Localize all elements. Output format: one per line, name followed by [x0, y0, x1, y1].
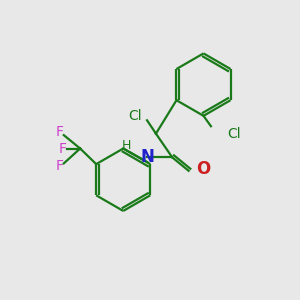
Text: F: F: [58, 142, 66, 155]
Text: O: O: [196, 160, 210, 178]
Text: N: N: [140, 148, 154, 166]
Text: H: H: [121, 139, 131, 152]
Text: Cl: Cl: [128, 109, 142, 123]
Text: F: F: [55, 159, 63, 173]
Text: F: F: [55, 125, 63, 139]
Text: Cl: Cl: [227, 127, 241, 141]
